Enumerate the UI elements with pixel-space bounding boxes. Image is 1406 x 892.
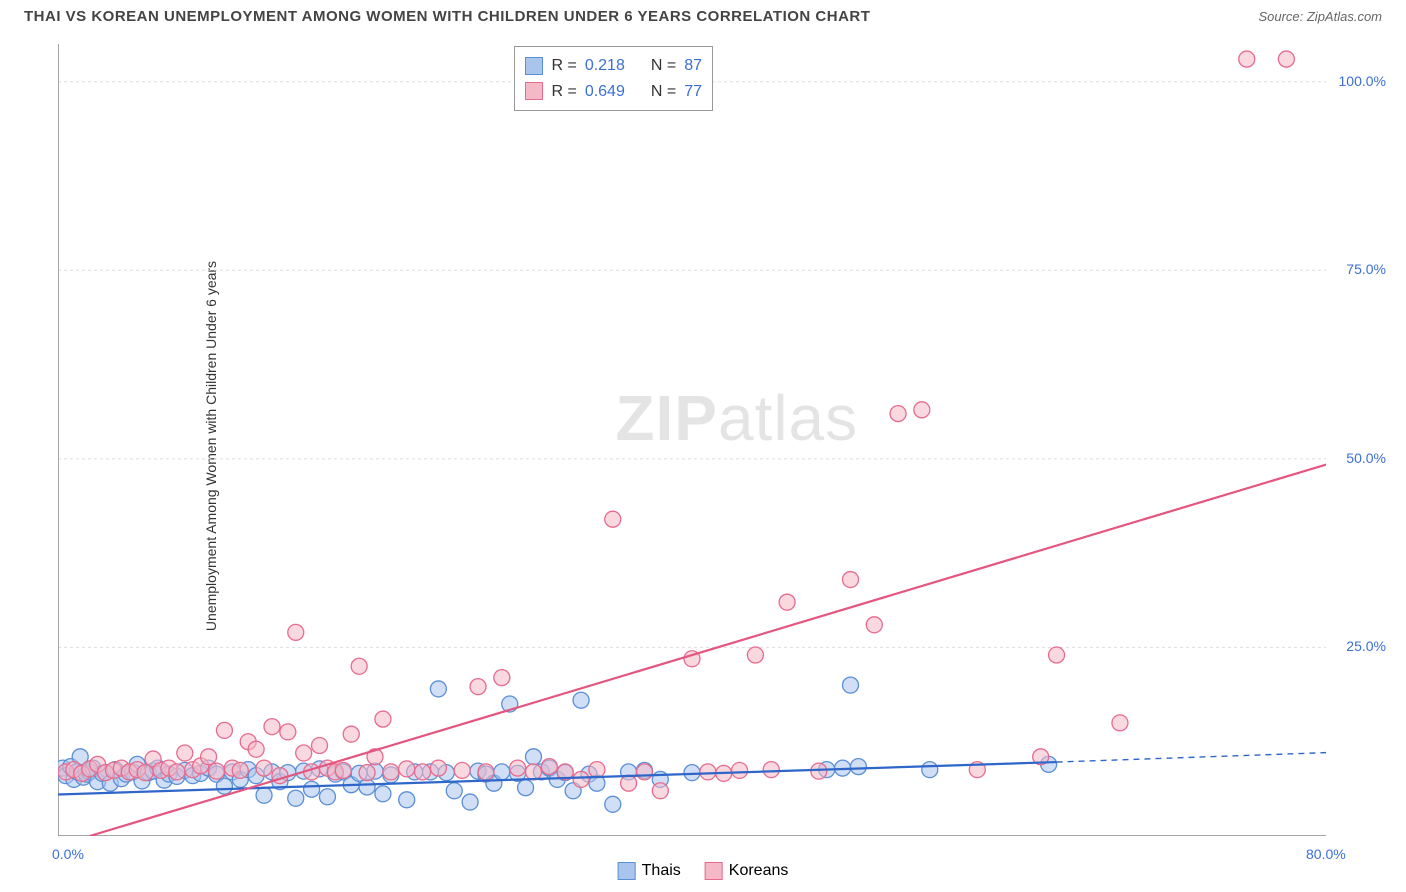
chart-header: THAI VS KOREAN UNEMPLOYMENT AMONG WOMEN … xyxy=(0,0,1406,29)
x-tick-label: 80.0% xyxy=(1306,846,1346,862)
r-label: R = xyxy=(551,79,576,105)
legend-item: Thais xyxy=(618,862,681,880)
source-label: Source: ZipAtlas.com xyxy=(1258,9,1382,24)
series-swatch xyxy=(525,82,543,100)
n-value: 87 xyxy=(684,53,702,79)
legend: Thais Koreans xyxy=(618,862,789,880)
y-tick-label: 75.0% xyxy=(1346,261,1386,277)
legend-swatch xyxy=(705,862,723,880)
n-value: 77 xyxy=(684,79,702,105)
legend-label: Thais xyxy=(642,862,681,880)
legend-swatch xyxy=(618,862,636,880)
legend-label: Koreans xyxy=(729,862,789,880)
r-value: 0.649 xyxy=(585,79,625,105)
scatter-chart xyxy=(58,44,1326,836)
legend-item: Koreans xyxy=(705,862,789,880)
x-tick-label: 0.0% xyxy=(52,846,84,862)
y-tick-label: 50.0% xyxy=(1346,450,1386,466)
stats-row: R = 0.649 N = 77 xyxy=(525,79,702,105)
chart-title: THAI VS KOREAN UNEMPLOYMENT AMONG WOMEN … xyxy=(24,8,870,25)
r-label: R = xyxy=(551,53,576,79)
y-tick-label: 100.0% xyxy=(1339,73,1386,89)
r-value: 0.218 xyxy=(585,53,625,79)
series-swatch xyxy=(525,57,543,75)
y-tick-label: 25.0% xyxy=(1346,638,1386,654)
stats-box: R = 0.218 N = 87 R = 0.649 N = 77 xyxy=(514,46,713,111)
n-label: N = xyxy=(651,79,676,105)
n-label: N = xyxy=(651,53,676,79)
stats-row: R = 0.218 N = 87 xyxy=(525,53,702,79)
chart-area: ZIPatlas 25.0%50.0%75.0%100.0%0.0%80.0% … xyxy=(58,44,1326,836)
